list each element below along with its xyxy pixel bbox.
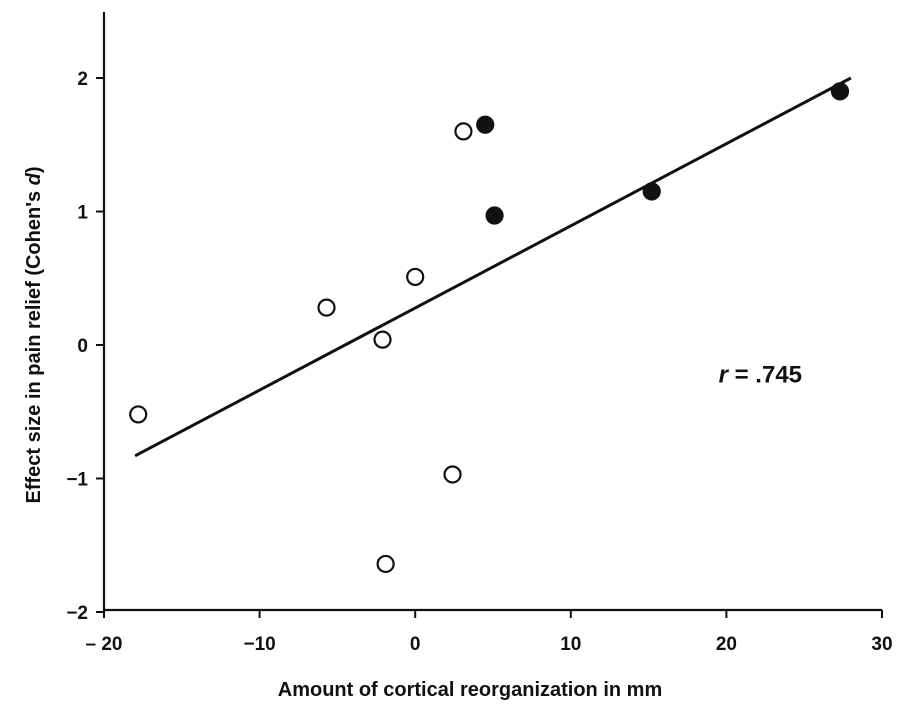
y-axis-title: Effect size in pain relief (Cohen's d) [23, 166, 45, 503]
x-tick-label: 10 [560, 634, 581, 655]
open-data-point [373, 330, 392, 349]
y-tick-label: 2 [77, 69, 88, 90]
open-data-point [454, 122, 473, 141]
filled-data-point [830, 82, 850, 101]
regression-line-group [134, 76, 852, 458]
data-points [129, 82, 850, 574]
x-tick-label: 30 [871, 634, 892, 655]
y-tick-label: 1 [77, 203, 88, 224]
filled-data-point [476, 115, 495, 134]
y-axis-title-suffix: ) [23, 166, 45, 173]
filled-data-point [485, 206, 504, 225]
open-data-point [129, 405, 148, 424]
filled-data-point [642, 182, 661, 201]
x-tick-label: 0 [410, 634, 421, 655]
x-axis-title: Amount of cortical reorganization in mm [278, 679, 662, 701]
correlation-value: = .745 [728, 361, 802, 388]
regression-line [134, 76, 852, 458]
correlation-annotation: r = .745 [719, 361, 802, 388]
y-tick-label: 0 [77, 336, 88, 357]
y-axis-title-italic: d [23, 172, 45, 185]
y-axis-title-prefix: Effect size in pain relief (Cohen's [23, 185, 45, 503]
y-tick-label: −1 [66, 470, 88, 491]
y-tick-label: −2 [66, 603, 88, 624]
open-data-point [443, 465, 462, 484]
open-data-point [376, 554, 395, 574]
open-data-point [406, 267, 425, 287]
axes [102, 12, 882, 612]
open-data-point [317, 298, 336, 317]
x-tick-label: 20 [716, 634, 737, 655]
x-tick-label: −10 [243, 634, 275, 655]
correlation-symbol: r [719, 361, 730, 388]
x-tick-label: – 20 [86, 634, 123, 655]
